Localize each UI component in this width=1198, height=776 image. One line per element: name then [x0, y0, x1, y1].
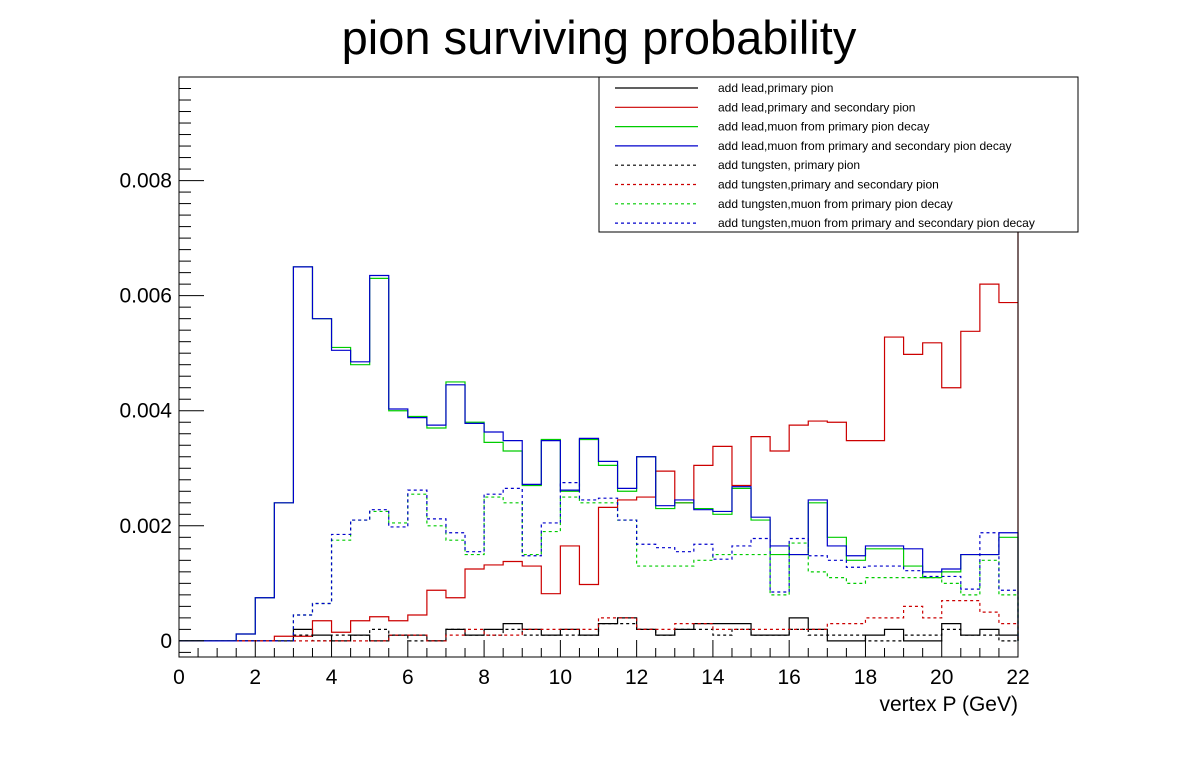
x-tick-label: 12 [625, 666, 648, 689]
series-line-4 [179, 266, 1019, 642]
x-tick-label: 8 [478, 666, 490, 689]
series-line-8 [179, 482, 1019, 642]
series-line-5 [179, 623, 1018, 642]
chart-title: pion surviving probability [342, 11, 857, 64]
x-tick-label: 20 [930, 666, 953, 689]
legend-label: add tungsten, primary pion [718, 158, 860, 172]
x-tick-label: 10 [549, 666, 572, 689]
legend-label: add lead,muon from primary and secondary… [718, 139, 1012, 153]
legend-label: add tungsten,muon from primary pion deca… [718, 197, 953, 211]
series-layer [179, 192, 1019, 642]
series-line-6 [179, 600, 1019, 642]
series-line-2 [179, 192, 1019, 642]
x-tick-label: 14 [701, 666, 725, 689]
legend-label: add lead,muon from primary pion decay [718, 120, 929, 134]
x-tick-label: 18 [854, 666, 877, 689]
legend-label: add lead,primary and secondary pion [718, 100, 915, 114]
legend-label: add tungsten,muon from primary and secon… [718, 216, 1035, 230]
legend-label: add lead,primary pion [718, 81, 833, 95]
y-tick-label: 0 [160, 630, 172, 653]
legend-box [598, 76, 1079, 233]
x-tick-label: 6 [402, 666, 414, 689]
x-tick-label: 2 [249, 666, 261, 689]
series-line-1 [179, 617, 1019, 642]
y-tick-label: 0.002 [119, 515, 172, 538]
y-tick-label: 0.004 [119, 400, 172, 423]
x-tick-label: 16 [778, 666, 801, 689]
legend-label: add tungsten,primary and secondary pion [718, 178, 939, 192]
y-tick-label: 0.008 [119, 170, 172, 193]
y-tick-label: 0.006 [119, 285, 172, 308]
x-tick-label: 22 [1006, 666, 1029, 689]
legend: add lead,primary pion add lead,primary an… [598, 76, 1079, 233]
x-axis-title: vertex P (GeV) [880, 693, 1019, 716]
x-tick-label: 4 [326, 666, 338, 689]
x-tick-label: 0 [173, 666, 185, 689]
axes-layer: 0 2 4 6 8 10 12 14 16 18 20 22 0 0.002 0.004 0.006 0.008 [119, 76, 1030, 689]
